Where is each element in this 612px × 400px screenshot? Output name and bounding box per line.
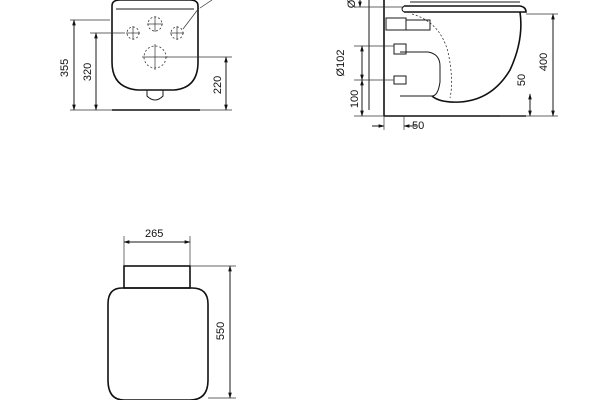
dim-label-265: 265: [145, 228, 163, 240]
dim-label-100: 100: [349, 90, 361, 108]
side-waste-outlet: [400, 51, 441, 97]
waste-hole: [142, 44, 168, 70]
fixing-hole-left: [126, 26, 140, 40]
dim-label-50-vertical: 50: [516, 74, 528, 86]
dim-label-diameter-top: Ø: [346, 0, 358, 8]
side-bowl-outline: [431, 11, 522, 103]
dim-label-550: 550: [215, 322, 227, 340]
dim-label-400: 400: [538, 53, 550, 71]
top-view: 265 550: [107, 228, 236, 400]
side-bowl-inner: [411, 13, 452, 99]
side-view: Ø Ø102 100 50 400 50: [335, 0, 558, 132]
dim-label-355: 355: [59, 59, 71, 77]
front-view: 355 320 220: [59, 0, 232, 111]
top-seat-outline: [107, 287, 209, 400]
front-bowl-outline: [111, 6, 199, 91]
dim-label-50-horizontal: 50: [412, 120, 424, 132]
side-seat: [404, 5, 527, 13]
fixing-hole-right: [170, 26, 184, 40]
top-back-block: [123, 265, 191, 289]
dim-label-220: 220: [212, 76, 224, 94]
dim-label-diameter-102: Ø102: [335, 50, 347, 77]
front-waste-spigot: [146, 90, 164, 101]
dim-label-320: 320: [82, 63, 94, 81]
fixing-hole-center: [147, 16, 163, 32]
